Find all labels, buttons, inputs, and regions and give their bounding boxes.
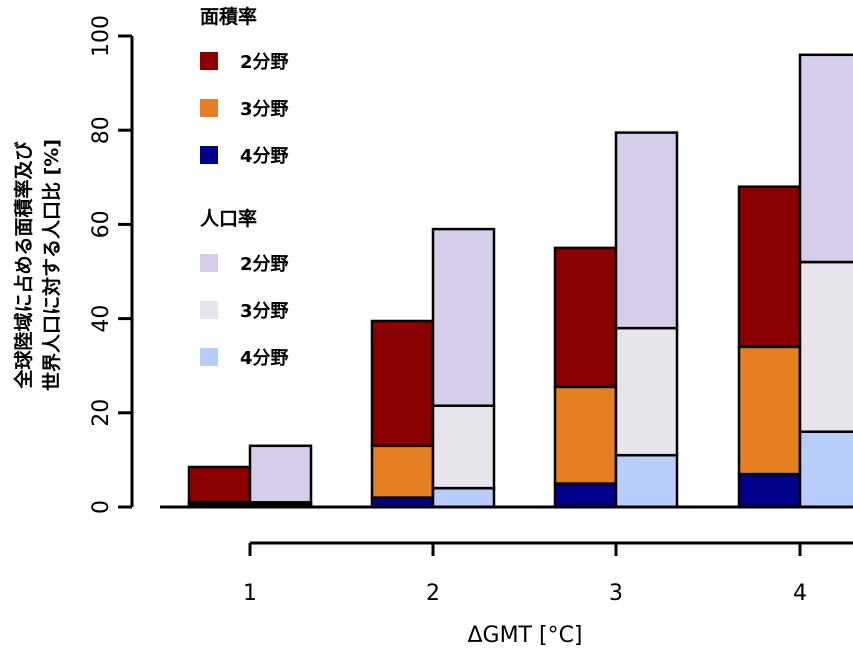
x-axis: 1 2 3 4 (243, 541, 853, 606)
bar-area-3分野-gmt-3 (553, 385, 618, 485)
legend-label-population-2分野: 2分野 (240, 254, 289, 275)
bar-population-2分野-gmt-4 (798, 53, 853, 264)
bar-area-4分野-gmt-3 (553, 482, 618, 509)
bar-population-2分野-gmt-2 (431, 227, 496, 407)
legend-swatch-area-3分野 (200, 99, 218, 117)
legend-swatch-population-2分野 (200, 254, 218, 272)
x-axis-label: ΔGMT [°C] (467, 623, 582, 648)
y-axis-label-line-1: 全球陸域に占める面積率及び (12, 141, 35, 389)
bar-area-2分野-gmt-2 (370, 319, 435, 448)
y-tick-label-100: 100 (89, 15, 114, 57)
bar-area-3分野-gmt-2 (370, 444, 435, 499)
bar-population-4分野-gmt-3 (614, 453, 679, 509)
bar-population-2分野-gmt-1 (248, 444, 313, 504)
y-tick-label-0: 0 (89, 500, 114, 514)
legend-title-population: 人口率 (200, 207, 257, 230)
bar-population-3分野-gmt-2 (431, 404, 496, 490)
bar-population-4分野-gmt-4 (798, 430, 853, 509)
x-tick-label-3: 3 (609, 581, 623, 606)
bars-layer (160, 53, 853, 509)
legend-label-population-4分野: 4分野 (240, 348, 289, 369)
bar-area-3分野-gmt-4 (737, 345, 802, 476)
bar-population-3分野-gmt-4 (798, 260, 853, 433)
bar-population-4分野-gmt-2 (431, 486, 496, 509)
bar-area-2分野-gmt-3 (553, 246, 618, 389)
bar-area-2分野-gmt-1 (187, 465, 252, 504)
y-axis-label-line-2: 世界人口に対する人口比 [%] (40, 139, 63, 391)
legend-swatch-population-4分野 (200, 348, 218, 366)
legend-label-area-2分野: 2分野 (240, 52, 289, 73)
legend-swatch-population-3分野 (200, 301, 218, 319)
x-tick-label-2: 2 (426, 581, 440, 606)
bar-area-2分野-gmt-4 (737, 185, 802, 349)
x-tick-label-4: 4 (793, 581, 807, 606)
legend-label-population-3分野: 3分野 (240, 301, 289, 322)
x-tick-label-1: 1 (243, 581, 257, 606)
bar-population-2分野-gmt-3 (614, 131, 679, 330)
legend-title-area: 面積率 (200, 5, 257, 28)
y-tick-label-20: 20 (89, 399, 114, 427)
bar-area-4分野-gmt-4 (737, 472, 802, 509)
legend-swatch-area-2分野 (200, 52, 218, 70)
legend-swatch-area-4分野 (200, 146, 218, 164)
y-tick-label-80: 80 (89, 116, 114, 144)
legend-label-area-4分野: 4分野 (240, 146, 289, 167)
y-tick-label-60: 60 (89, 210, 114, 238)
bar-population-3分野-gmt-3 (614, 326, 679, 457)
y-axis: 0 20 40 60 80 100 (89, 15, 134, 514)
y-tick-label-40: 40 (89, 305, 114, 333)
legend-label-area-3分野: 3分野 (240, 99, 289, 120)
